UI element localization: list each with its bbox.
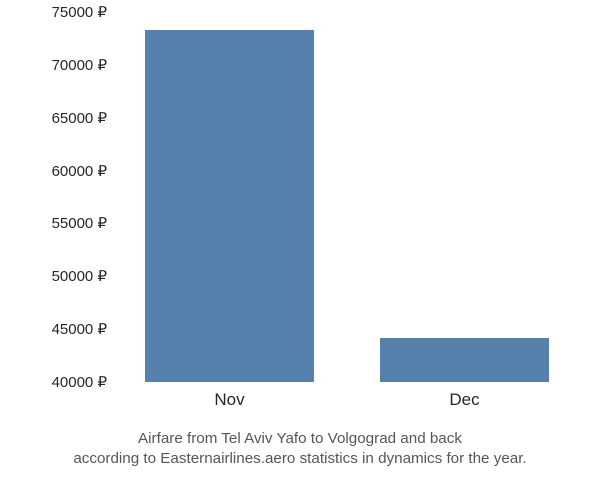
y-tick-label: 50000 ₽ xyxy=(52,267,107,285)
plot-area xyxy=(112,12,582,382)
y-tick-label: 65000 ₽ xyxy=(52,109,107,127)
y-tick-label: 45000 ₽ xyxy=(52,320,107,338)
airfare-chart: 40000 ₽ 45000 ₽ 50000 ₽ 55000 ₽ 60000 ₽ 65000… xyxy=(32,12,582,432)
bar xyxy=(145,30,314,382)
y-tick-label: 70000 ₽ xyxy=(52,56,107,74)
y-tick-label: 40000 ₽ xyxy=(52,373,107,391)
caption-line1: Airfare from Tel Aviv Yafo to Volgograd … xyxy=(138,430,462,447)
y-tick-label: 60000 ₽ xyxy=(52,162,107,180)
caption-line2: according to Easternairlines.aero statis… xyxy=(73,450,526,467)
x-tick-label: Dec xyxy=(449,390,479,410)
y-tick-label: 55000 ₽ xyxy=(52,214,107,232)
y-tick-label: 75000 ₽ xyxy=(52,3,107,21)
bar xyxy=(380,338,549,382)
chart-caption: Airfare from Tel Aviv Yafo to Volgograd … xyxy=(0,429,600,470)
x-tick-label: Nov xyxy=(214,390,244,410)
